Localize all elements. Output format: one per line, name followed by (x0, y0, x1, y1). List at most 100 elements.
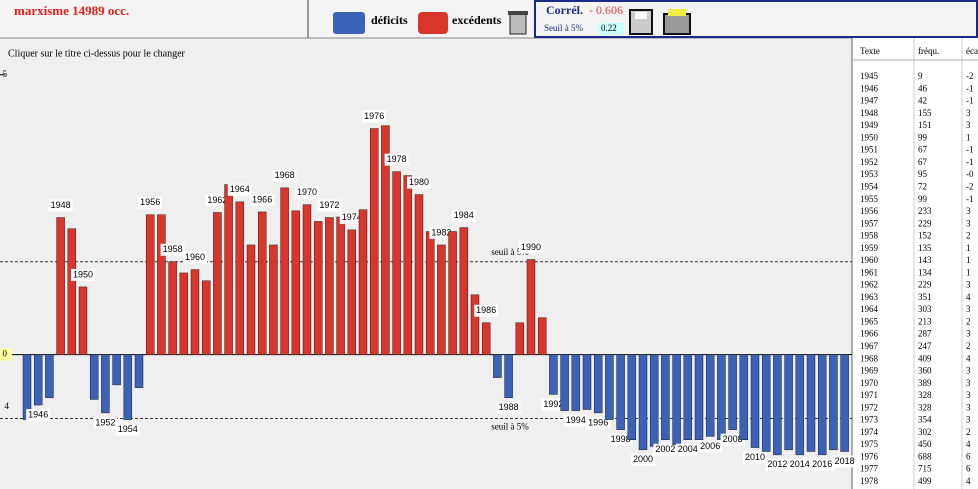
label-bg (429, 226, 454, 239)
x-label: 1974 (342, 212, 362, 222)
trash-icon[interactable] (508, 11, 528, 35)
table-cell: 1 (966, 132, 971, 142)
bar (717, 354, 726, 440)
table-cell: 1951 (860, 145, 878, 155)
bar (761, 354, 771, 452)
bar (280, 187, 289, 355)
table-cell: 229 (918, 218, 932, 228)
label-bg (183, 251, 207, 264)
label-bg (496, 401, 521, 414)
table-cell: 287 (918, 329, 932, 339)
bar (313, 221, 323, 355)
threshold-label: seuil à 5% (491, 422, 529, 432)
table-cell: 1960 (860, 255, 879, 265)
label-bg (653, 443, 678, 456)
bar (257, 211, 267, 355)
table-cell: 233 (918, 206, 932, 216)
table-cell: 1970 (860, 378, 879, 388)
x-label: 2010 (745, 452, 765, 462)
label-bg (138, 196, 163, 209)
bar (246, 244, 256, 355)
seuil-value: 0.22 (601, 23, 617, 33)
title[interactable]: marxisme 14989 occ. (14, 3, 129, 18)
bar (605, 354, 614, 420)
x-label: 1952 (95, 417, 115, 427)
x-label: 2000 (633, 454, 653, 464)
label-bg (317, 199, 342, 212)
table-cell: 247 (918, 341, 932, 351)
bar (392, 171, 401, 355)
table-cell: 46 (918, 83, 928, 93)
label-bg (295, 186, 319, 199)
bar (269, 244, 278, 355)
x-label: 1956 (140, 197, 160, 207)
bar (784, 354, 793, 451)
x-label: 1998 (611, 434, 631, 444)
save-icon[interactable] (629, 9, 653, 35)
table-cell: 450 (918, 439, 932, 449)
x-label: 1988 (499, 402, 519, 412)
bar (67, 228, 77, 355)
bar (425, 231, 435, 355)
x-label: 1946 (28, 409, 48, 419)
bar (515, 322, 525, 355)
bar (201, 280, 211, 355)
bar (795, 354, 805, 456)
table-cell: 2 (966, 341, 971, 351)
legend-swatch[interactable] (418, 12, 448, 34)
table-cell: 42 (918, 96, 927, 106)
table-cell: 95 (918, 169, 928, 179)
table-cell: 1963 (860, 292, 879, 302)
x-label: 2008 (723, 434, 743, 444)
table-cell: 6 (966, 451, 971, 461)
x-label: 1996 (588, 417, 608, 427)
table-cell: 3 (966, 280, 971, 290)
table-cell: 1 (966, 243, 971, 253)
x-label: 2004 (678, 444, 698, 454)
legend-swatch[interactable] (333, 12, 365, 34)
table-cell: 3 (966, 366, 971, 376)
label-bg (115, 423, 140, 436)
table-cell: 72 (918, 181, 927, 191)
table-cell: 303 (918, 304, 932, 314)
table-cell: 213 (918, 316, 932, 326)
table-cell: 9 (918, 71, 923, 81)
table-cell: 99 (918, 194, 928, 204)
table-cell: 1945 (860, 71, 879, 81)
bar (470, 294, 480, 355)
bar (157, 214, 166, 355)
x-label: 1970 (297, 187, 317, 197)
x-label: 1958 (163, 244, 183, 254)
table-cell: 135 (918, 243, 932, 253)
bar (806, 354, 816, 452)
label-bg (272, 169, 297, 182)
label-bg (160, 243, 185, 256)
table-cell: 1972 (860, 402, 878, 412)
table-cell: 409 (918, 353, 932, 363)
label-bg (563, 414, 588, 427)
table-cell: 3 (966, 402, 971, 412)
x-label: 2012 (767, 459, 787, 469)
threshold-label: seuil à 5% (491, 247, 529, 257)
table-cell: 3 (966, 329, 971, 339)
table-cell: 1977 (860, 464, 879, 474)
table-cell: 3 (966, 120, 971, 130)
x-label: 2018 (835, 456, 855, 466)
table-cell: 1961 (860, 267, 878, 277)
bar (179, 272, 189, 355)
label-bg (474, 304, 499, 317)
table-cell: 1947 (860, 96, 879, 106)
correl-value: - 0.606 (589, 3, 623, 17)
table-cell: 3 (966, 218, 971, 228)
table-cell: 1971 (860, 390, 878, 400)
bar (358, 209, 368, 355)
bar (571, 354, 581, 411)
print-icon[interactable] (663, 9, 691, 35)
x-label: 1994 (566, 415, 586, 425)
x-label: 2002 (655, 444, 675, 454)
table-cell: 1975 (860, 439, 879, 449)
bar (291, 210, 301, 355)
bar (414, 194, 424, 355)
label-bg (608, 433, 633, 446)
label-bg (384, 153, 409, 166)
